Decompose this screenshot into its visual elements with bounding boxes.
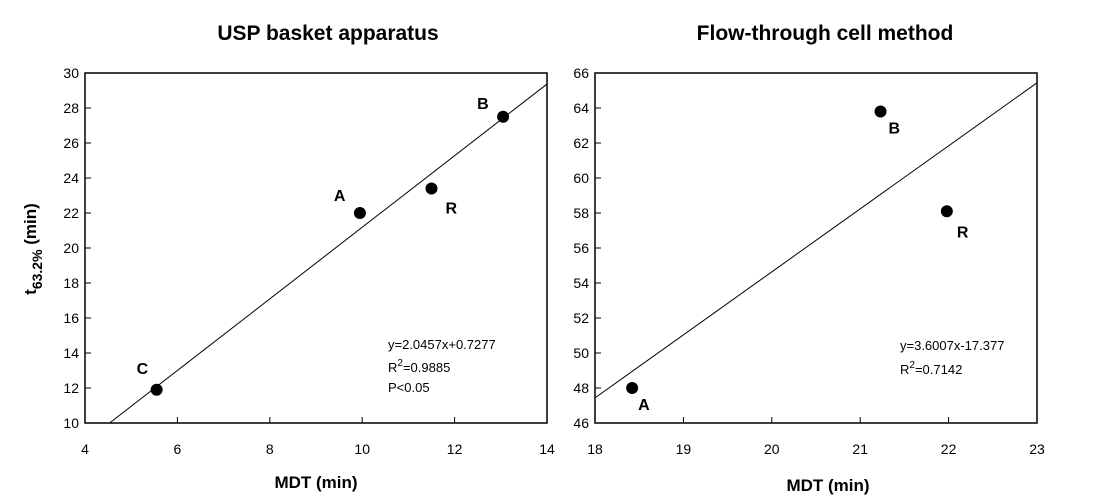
right-y-axis: 46 48 50 52 54 56 58 60 62 64 66 <box>573 65 601 431</box>
right-y-tick-label: 62 <box>573 135 589 151</box>
left-x-tick-label: 10 <box>354 441 370 457</box>
right-point-r <box>940 205 953 218</box>
left-y-axis: 10 12 14 16 18 20 22 24 26 28 30 <box>63 65 91 431</box>
left-y-tick-label: 12 <box>63 380 79 396</box>
right-y-tick-label: 56 <box>573 240 589 256</box>
left-point-r <box>425 182 438 195</box>
right-y-tick-label: 52 <box>573 310 589 326</box>
right-x-axis: 18 19 20 21 22 23 <box>587 417 1045 457</box>
left-regression-annotation: y=2.0457x+0.7277 R2=0.9885 P<0.05 <box>388 337 496 395</box>
left-point-label-c: C <box>137 361 149 378</box>
right-x-tick-label: 19 <box>676 441 692 457</box>
left-point-a <box>353 207 366 219</box>
left-x-tick-label: 14 <box>539 441 555 457</box>
left-y-tick-label: 22 <box>63 205 79 221</box>
right-regression-annotation: y=3.6007x-17.377 R2=0.7142 <box>900 338 1004 377</box>
right-equation: y=3.6007x-17.377 <box>900 338 1004 353</box>
left-panel: USP basket apparatus 10 12 14 16 18 20 22 24 26 2… <box>21 22 555 492</box>
left-x-tick-label: 4 <box>81 441 89 457</box>
left-y-tick-label: 24 <box>63 170 79 186</box>
left-y-tick-label: 16 <box>63 310 79 326</box>
left-point-label-b: B <box>477 96 489 113</box>
right-plot-frame <box>594 72 1038 424</box>
left-x-tick-label: 12 <box>447 441 463 457</box>
left-y-tick-label: 30 <box>63 65 79 81</box>
left-x-axis-label: MDT (min) <box>274 473 357 492</box>
right-regression-line <box>594 82 1038 399</box>
right-y-tick-label: 58 <box>573 205 589 221</box>
left-x-tick-label: 8 <box>266 441 274 457</box>
left-y-tick-label: 20 <box>63 240 79 256</box>
left-y-tick-label: 10 <box>63 415 79 431</box>
right-y-tick-label: 50 <box>573 345 589 361</box>
left-data-points: C A R B <box>137 96 510 396</box>
right-point-label-a: A <box>638 397 650 414</box>
left-regression-line <box>109 83 548 424</box>
left-x-axis: 4 6 8 10 12 14 <box>81 417 555 457</box>
left-y-tick-label: 28 <box>63 100 79 116</box>
left-r-squared: R2=0.9885 <box>388 358 450 375</box>
left-y-tick-label: 14 <box>63 345 79 361</box>
right-x-tick-label: 20 <box>764 441 780 457</box>
left-p-value: P<0.05 <box>388 380 430 395</box>
left-chart-title: USP basket apparatus <box>217 22 438 45</box>
left-point-label-a: A <box>334 188 346 205</box>
right-x-tick-label: 23 <box>1029 441 1045 457</box>
right-x-tick-label: 22 <box>941 441 957 457</box>
left-y-tick-label: 26 <box>63 135 79 151</box>
right-chart-title: Flow-through cell method <box>697 22 954 45</box>
right-x-tick-label: 21 <box>852 441 868 457</box>
right-panel: Flow-through cell method 46 48 50 52 54 56 58 6… <box>573 22 1045 495</box>
right-data-points: A B R <box>626 105 969 414</box>
left-y-tick-label: 18 <box>63 275 79 291</box>
right-point-label-b: B <box>889 121 901 138</box>
right-r-squared: R2=0.7142 <box>900 360 962 377</box>
right-point-label-r: R <box>957 224 969 241</box>
left-y-axis-label: t63.2% (min) <box>21 203 45 295</box>
left-plot-frame <box>84 72 548 424</box>
right-y-tick-label: 48 <box>573 380 589 396</box>
left-x-tick-label: 6 <box>174 441 182 457</box>
right-point-a <box>626 382 639 394</box>
left-point-b <box>497 110 510 123</box>
right-x-axis-label: MDT (min) <box>786 476 869 495</box>
right-y-tick-label: 60 <box>573 170 589 186</box>
right-point-b <box>874 105 887 118</box>
right-y-tick-label: 46 <box>573 415 589 431</box>
left-point-label-r: R <box>446 201 458 218</box>
right-y-tick-label: 64 <box>573 100 589 116</box>
right-x-tick-label: 18 <box>587 441 603 457</box>
right-y-tick-label: 54 <box>573 275 589 291</box>
left-equation: y=2.0457x+0.7277 <box>388 337 496 352</box>
right-y-tick-label: 66 <box>573 65 589 81</box>
left-point-c <box>150 383 163 396</box>
